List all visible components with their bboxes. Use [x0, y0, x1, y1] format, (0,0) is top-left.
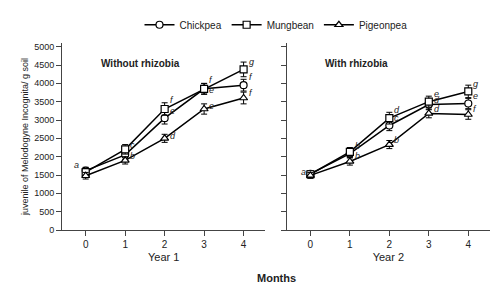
- svg-text:1: 1: [347, 239, 353, 250]
- svg-text:f: f: [170, 95, 174, 105]
- svg-text:c: c: [130, 140, 135, 150]
- svg-text:2: 2: [387, 239, 393, 250]
- svg-text:3: 3: [201, 239, 207, 250]
- svg-text:e: e: [473, 91, 478, 101]
- svg-text:500: 500: [39, 207, 54, 217]
- svg-text:0: 0: [308, 239, 314, 250]
- svg-text:g: g: [249, 57, 254, 67]
- svg-text:e: e: [170, 106, 175, 116]
- svg-text:Mungbean: Mungbean: [267, 20, 314, 31]
- svg-text:1500: 1500: [34, 170, 54, 180]
- svg-text:4000: 4000: [34, 78, 54, 88]
- svg-text:Pigeonpea: Pigeonpea: [359, 20, 407, 31]
- svg-text:Without rhizobia: Without rhizobia: [101, 58, 180, 69]
- svg-text:4: 4: [241, 239, 247, 250]
- svg-text:f: f: [249, 72, 253, 82]
- svg-text:Year 1: Year 1: [148, 251, 179, 263]
- svg-text:g: g: [473, 79, 478, 89]
- svg-text:f: f: [209, 75, 213, 85]
- svg-text:d: d: [434, 95, 440, 105]
- svg-text:Months: Months: [257, 272, 296, 284]
- svg-text:5000: 5000: [34, 42, 54, 52]
- svg-text:b: b: [355, 141, 360, 151]
- svg-text:juvenile of Melodogyne Incogni: juvenile of Melodogyne Incognita/ g soil: [20, 58, 30, 216]
- svg-text:e: e: [209, 101, 214, 111]
- svg-text:1000: 1000: [34, 188, 54, 198]
- svg-text:2000: 2000: [34, 152, 54, 162]
- svg-text:e: e: [209, 85, 214, 95]
- svg-text:With rhizobia: With rhizobia: [325, 58, 388, 69]
- svg-text:a: a: [74, 160, 79, 170]
- svg-text:4500: 4500: [34, 60, 54, 70]
- svg-text:f: f: [249, 88, 253, 98]
- svg-text:e: e: [434, 89, 439, 99]
- svg-text:d: d: [434, 104, 440, 114]
- svg-text:d: d: [170, 131, 176, 141]
- svg-text:Chickpea: Chickpea: [180, 20, 222, 31]
- svg-text:2: 2: [162, 239, 168, 250]
- svg-text:b: b: [130, 151, 135, 161]
- svg-text:3500: 3500: [34, 97, 54, 107]
- svg-text:0: 0: [49, 225, 54, 235]
- svg-text:3000: 3000: [34, 115, 54, 125]
- svg-text:0: 0: [83, 239, 89, 250]
- svg-text:Year 2: Year 2: [373, 251, 404, 263]
- svg-text:2500: 2500: [34, 133, 54, 143]
- svg-text:b: b: [394, 135, 399, 145]
- svg-text:f: f: [473, 104, 477, 114]
- svg-text:1: 1: [122, 239, 128, 250]
- svg-text:3: 3: [426, 239, 432, 250]
- svg-text:4: 4: [466, 239, 472, 250]
- svg-text:b: b: [355, 151, 360, 161]
- svg-text:c: c: [394, 113, 399, 123]
- svg-text:d: d: [394, 105, 400, 115]
- svg-text:a: a: [301, 167, 306, 177]
